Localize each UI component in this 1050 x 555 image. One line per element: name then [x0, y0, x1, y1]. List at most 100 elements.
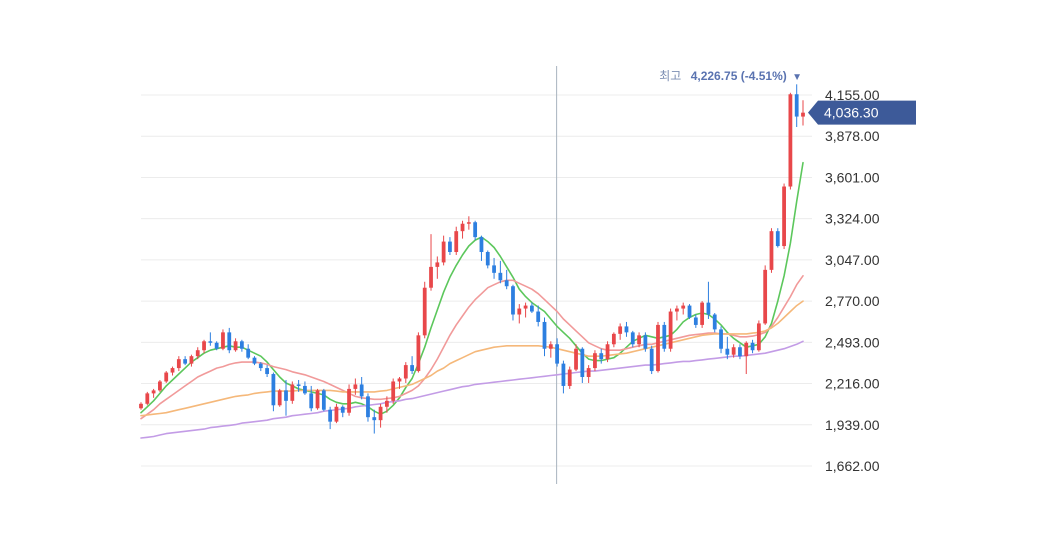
candle[interactable] — [195, 347, 200, 360]
candle[interactable] — [189, 354, 194, 367]
candle[interactable] — [460, 220, 465, 239]
candle[interactable] — [618, 323, 623, 340]
candle[interactable] — [277, 388, 282, 407]
candle[interactable] — [473, 220, 478, 241]
candle[interactable] — [605, 341, 610, 363]
candle[interactable] — [227, 327, 232, 354]
candle[interactable] — [611, 332, 616, 348]
candle[interactable] — [315, 388, 320, 410]
candle[interactable] — [586, 365, 591, 383]
candle[interactable] — [744, 341, 749, 375]
candle[interactable] — [693, 314, 698, 328]
candle[interactable] — [183, 356, 188, 366]
candle[interactable] — [643, 332, 648, 352]
candle[interactable] — [164, 371, 169, 383]
candle[interactable] — [567, 366, 572, 389]
candle[interactable] — [756, 320, 761, 352]
candle[interactable] — [410, 356, 414, 375]
candle[interactable] — [649, 345, 654, 375]
candle[interactable] — [448, 237, 452, 255]
candle[interactable] — [580, 347, 585, 383]
candle[interactable] — [763, 265, 768, 325]
candle[interactable] — [170, 366, 175, 376]
candle[interactable] — [738, 344, 742, 360]
candle[interactable] — [366, 393, 370, 422]
candle[interactable] — [435, 256, 440, 279]
candle[interactable] — [706, 281, 711, 319]
candle[interactable] — [681, 302, 686, 315]
candle[interactable] — [416, 332, 421, 373]
candle[interactable] — [523, 302, 528, 318]
candle[interactable] — [328, 406, 333, 430]
candle[interactable] — [624, 321, 629, 337]
candle[interactable] — [630, 330, 635, 348]
candle[interactable] — [750, 339, 755, 354]
candle[interactable] — [517, 304, 522, 324]
candle[interactable] — [542, 317, 547, 357]
candle[interactable] — [378, 403, 383, 428]
candle[interactable] — [422, 281, 427, 339]
candle[interactable] — [530, 302, 534, 314]
candle[interactable] — [158, 379, 162, 392]
candle[interactable] — [151, 388, 156, 398]
candle[interactable] — [372, 409, 377, 434]
candle[interactable] — [145, 391, 150, 406]
candle[interactable] — [788, 92, 793, 190]
candle[interactable] — [769, 228, 774, 273]
candle[interactable] — [593, 350, 597, 372]
candle[interactable] — [252, 356, 257, 366]
candle[interactable] — [485, 250, 490, 269]
candle[interactable] — [637, 332, 641, 348]
candle[interactable] — [441, 235, 446, 266]
candle[interactable] — [321, 388, 326, 412]
candle[interactable] — [782, 183, 786, 250]
candle[interactable] — [662, 321, 667, 352]
candle[interactable] — [536, 305, 541, 327]
candle[interactable] — [561, 360, 566, 394]
candle[interactable] — [347, 384, 351, 416]
candle[interactable] — [725, 336, 730, 360]
candle[interactable] — [656, 321, 660, 373]
candle[interactable] — [794, 84, 799, 127]
candle[interactable] — [176, 356, 181, 372]
candle[interactable] — [466, 216, 471, 230]
candle[interactable] — [511, 284, 515, 321]
candle[interactable] — [687, 304, 692, 319]
candle[interactable] — [801, 100, 805, 126]
candle[interactable] — [599, 348, 604, 364]
candle[interactable] — [202, 339, 206, 354]
candle[interactable] — [675, 305, 679, 321]
candle[interactable] — [712, 313, 717, 333]
candle[interactable] — [700, 301, 705, 328]
candle[interactable] — [233, 338, 238, 352]
candle[interactable] — [296, 379, 301, 392]
candle[interactable] — [309, 385, 314, 412]
candle[interactable] — [719, 326, 723, 354]
candle[interactable] — [397, 377, 402, 389]
candle[interactable] — [775, 228, 780, 248]
candle[interactable] — [391, 378, 396, 404]
candle[interactable] — [498, 260, 503, 284]
candle[interactable] — [403, 362, 408, 383]
candles[interactable] — [139, 84, 805, 434]
candle[interactable] — [555, 338, 560, 367]
candle[interactable] — [429, 234, 433, 291]
candle[interactable] — [239, 339, 244, 352]
candle[interactable] — [208, 332, 213, 346]
candle[interactable] — [139, 402, 143, 410]
candle[interactable] — [303, 381, 307, 395]
candle[interactable] — [454, 226, 459, 255]
candle[interactable] — [731, 344, 736, 358]
candle[interactable] — [340, 405, 345, 418]
candle[interactable] — [214, 341, 219, 351]
candle[interactable] — [265, 365, 269, 378]
candle[interactable] — [504, 269, 509, 290]
candle[interactable] — [492, 257, 496, 279]
candle[interactable] — [359, 377, 364, 400]
candle[interactable] — [246, 344, 251, 360]
candle[interactable] — [353, 378, 358, 395]
candle[interactable] — [221, 329, 225, 351]
candle[interactable] — [384, 396, 389, 413]
